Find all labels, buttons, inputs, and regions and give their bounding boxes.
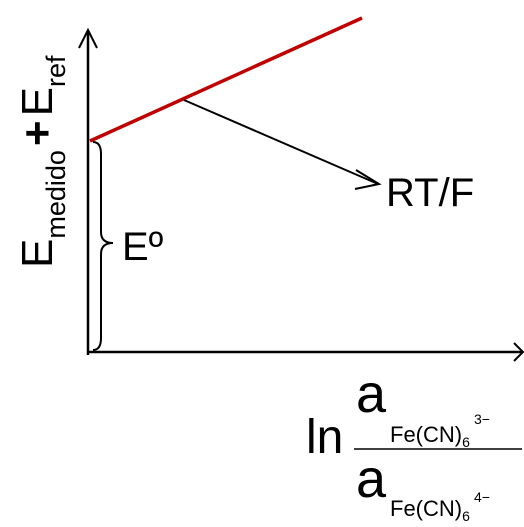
x-axis-arrow-icon xyxy=(513,342,524,362)
pointer-arrow-icon xyxy=(354,169,382,190)
y-label-sub-ref: ref xyxy=(41,55,71,87)
y-axis-arrow-icon xyxy=(78,27,98,49)
y-label-e1: E xyxy=(13,239,62,268)
x-label-denominator-6: 6 xyxy=(462,508,470,524)
intercept-brace-icon xyxy=(92,141,114,351)
y-label-e2: E xyxy=(13,87,62,116)
y-axis-label: Emedido + Eref xyxy=(13,55,71,268)
x-axis-label: ln a Fe(CN)6 3− a Fe(CN)6 4− xyxy=(306,364,522,524)
x-label-denominator-fecn: Fe(CN) xyxy=(390,496,462,521)
x-label-denominator-a: a xyxy=(356,449,387,509)
x-label-numerator-a: a xyxy=(356,364,387,424)
x-label-numerator-fecn: Fe(CN) xyxy=(390,422,462,447)
x-label-numerator-6: 6 xyxy=(462,434,470,450)
x-label-denominator-sub: Fe(CN)6 xyxy=(390,496,470,524)
y-label-sub-medido: medido xyxy=(41,150,71,239)
pointer-line xyxy=(183,99,379,185)
data-line xyxy=(89,16,363,143)
slope-label: RT/F xyxy=(386,171,474,215)
x-label-numerator-sub: Fe(CN)6 xyxy=(390,422,470,450)
y-label-plus: + xyxy=(13,120,62,146)
x-label-ln: ln xyxy=(306,411,343,464)
intercept-label: Eº xyxy=(122,225,164,269)
x-label-denominator-charge: 4− xyxy=(474,489,490,505)
x-label-numerator-charge: 3− xyxy=(474,411,490,427)
